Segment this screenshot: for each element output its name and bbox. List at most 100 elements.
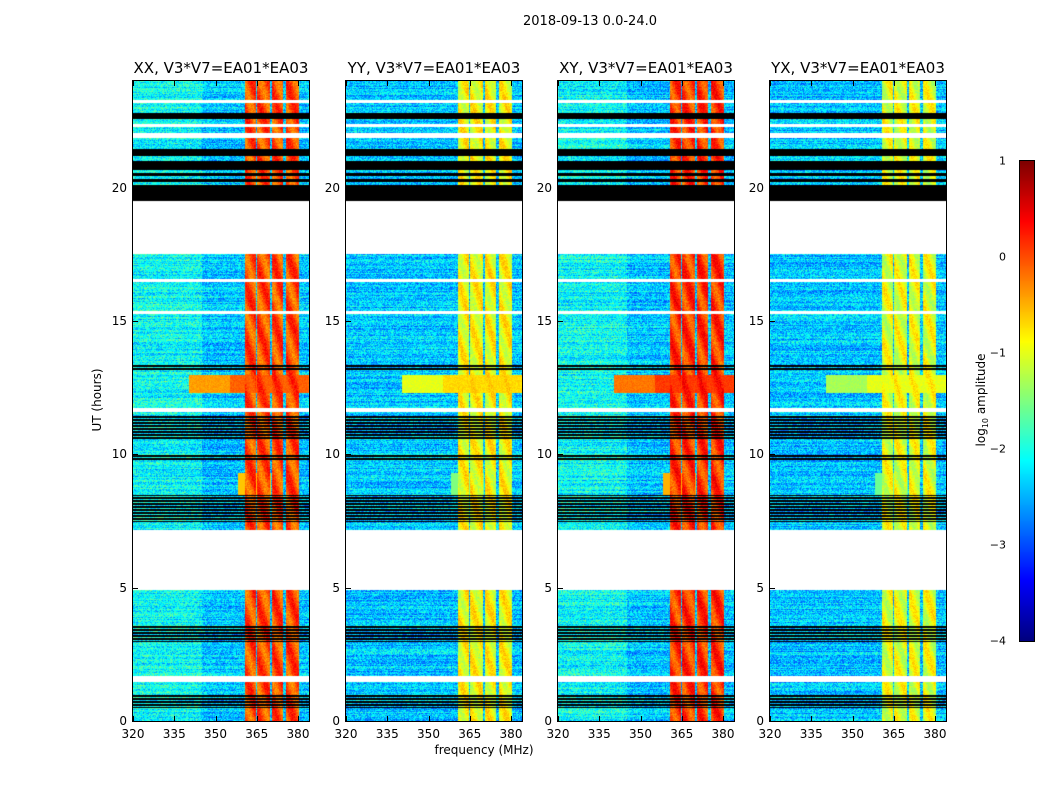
y-tick-mark <box>770 587 775 589</box>
colorbar-label: log10 amplitude <box>974 354 990 447</box>
y-tick-mark <box>770 454 775 456</box>
x-tick-mark <box>852 716 854 721</box>
y-tick-label: 20 <box>748 180 764 195</box>
x-tick-mark <box>811 81 813 86</box>
x-tick-mark <box>681 716 683 721</box>
x-tick-mark <box>298 716 299 721</box>
y-tick-label: 0 <box>544 714 552 728</box>
x-tick-mark <box>640 716 642 721</box>
x-tick-mark <box>935 81 936 86</box>
x-tick-mark <box>346 716 347 721</box>
x-tick-label: 350 <box>417 727 440 741</box>
panel-title: XX, V3*V7=EA01*EA03 <box>133 59 309 77</box>
y-tick-mark <box>133 721 138 722</box>
x-tick-label: 320 <box>334 727 358 741</box>
y-tick-label: 0 <box>756 714 764 728</box>
x-tick-label: 380 <box>923 727 947 741</box>
x-tick-mark <box>256 716 258 721</box>
x-tick-label: 320 <box>121 727 145 741</box>
x-tick-label: 335 <box>375 727 399 741</box>
y-tick-label: 15 <box>536 314 552 328</box>
heatmap-image <box>346 81 522 721</box>
x-tick-label: 320 <box>546 727 570 741</box>
y-tick-label: 15 <box>111 314 127 328</box>
y-tick-label: 5 <box>544 580 552 595</box>
y-tick-label: 10 <box>536 447 552 462</box>
colorbar-tick-label: 0 <box>999 250 1006 264</box>
y-tick-mark <box>770 721 775 722</box>
x-tick-mark <box>133 716 134 721</box>
colorbar-gradient <box>1020 161 1034 641</box>
y-tick-mark <box>558 721 563 722</box>
y-tick-label: 0 <box>119 714 127 728</box>
x-tick-mark <box>215 716 217 721</box>
x-tick-mark <box>469 716 471 721</box>
x-tick-label: 365 <box>670 727 694 741</box>
y-tick-label: 15 <box>324 314 340 328</box>
panel-title: XY, V3*V7=EA01*EA03 <box>559 59 733 77</box>
y-tick-mark <box>133 454 138 456</box>
y-axis-label: UT (hours) <box>90 368 104 432</box>
y-tick-mark <box>770 321 775 322</box>
y-tick-label: 20 <box>536 180 552 195</box>
x-tick-label: 350 <box>841 727 864 741</box>
colorbar-label-main: log <box>973 428 988 447</box>
x-tick-mark <box>558 716 559 721</box>
x-tick-mark <box>215 81 217 86</box>
colorbar-label-rest: amplitude <box>973 353 988 418</box>
x-tick-label: 335 <box>799 727 823 741</box>
x-tick-mark <box>174 716 176 721</box>
x-tick-label: 335 <box>587 727 611 741</box>
x-tick-label: 380 <box>286 727 310 741</box>
colorbar <box>1019 160 1035 642</box>
y-tick-label: 10 <box>111 447 127 462</box>
y-tick-mark <box>346 587 351 589</box>
x-tick-mark <box>346 81 347 86</box>
waterfall-panel-1: YY, V3*V7=EA01*EA03 320 335 350 365 380 0 5 10 15… <box>325 59 523 741</box>
x-tick-mark <box>428 716 430 721</box>
heatmap-image <box>133 81 309 721</box>
x-tick-mark <box>558 81 559 86</box>
x-tick-mark <box>935 716 936 721</box>
y-tick-label: 5 <box>332 580 340 595</box>
x-tick-label: 335 <box>162 727 186 741</box>
x-tick-mark <box>133 81 134 86</box>
x-tick-mark <box>723 81 724 86</box>
x-tick-mark <box>770 716 771 721</box>
y-tick-mark <box>346 454 351 456</box>
y-tick-label: 0 <box>332 714 340 728</box>
x-tick-label: 380 <box>711 727 735 741</box>
y-tick-mark <box>558 187 563 189</box>
x-tick-label: 350 <box>204 727 227 741</box>
x-tick-mark <box>681 81 683 86</box>
waterfall-panel-0: XX, V3*V7=EA01*EA03 320 335 350 365 380 0 5 10 15… <box>112 59 310 741</box>
x-tick-label: 365 <box>458 727 482 741</box>
x-tick-label: 380 <box>499 727 523 741</box>
x-tick-mark <box>893 716 895 721</box>
x-tick-label: 365 <box>882 727 906 741</box>
x-tick-mark <box>511 716 512 721</box>
y-tick-mark <box>346 721 351 722</box>
x-tick-label: 365 <box>245 727 269 741</box>
y-tick-mark <box>558 454 563 456</box>
x-tick-mark <box>723 716 724 721</box>
y-tick-mark <box>133 587 138 589</box>
x-tick-mark <box>640 81 642 86</box>
panel-title: YX, V3*V7=EA01*EA03 <box>771 59 945 77</box>
colorbar-tick-label: −3 <box>989 538 1006 552</box>
y-tick-mark <box>558 587 563 589</box>
x-axis-label: frequency (MHz) <box>434 743 534 757</box>
x-tick-mark <box>852 81 854 86</box>
x-tick-label: 350 <box>629 727 652 741</box>
x-tick-mark <box>387 81 389 86</box>
x-tick-mark <box>511 81 512 86</box>
y-tick-mark <box>558 321 563 322</box>
y-tick-label: 15 <box>748 314 764 328</box>
colorbar-tick-label: 1 <box>999 154 1006 168</box>
waterfall-panel-3: YX, V3*V7=EA01*EA03 320 335 350 365 380 0 5 10 15… <box>749 59 947 741</box>
y-tick-label: 5 <box>756 580 764 595</box>
x-tick-mark <box>811 716 813 721</box>
x-tick-mark <box>174 81 176 86</box>
colorbar-tick-label: −4 <box>989 634 1006 648</box>
heatmap-image <box>770 81 946 721</box>
